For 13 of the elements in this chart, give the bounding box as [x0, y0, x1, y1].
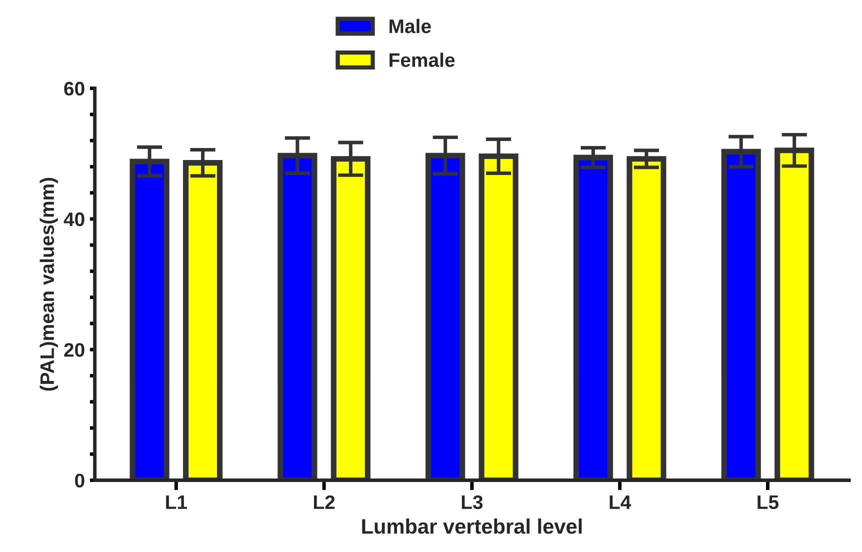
x-tick-label: L3	[462, 495, 483, 510]
y-tick-label: 20	[64, 343, 84, 357]
legend-label: Female	[390, 52, 455, 67]
x-tick-label: L4	[610, 496, 632, 509]
x-tick-label: L1	[166, 496, 187, 509]
y-tick-label: 40	[64, 212, 84, 226]
x-tick-label: L2	[314, 495, 335, 509]
legend-label: Male	[390, 18, 431, 34]
y-tick-label: 60	[64, 82, 84, 96]
x-axis-title: Lumbar vertebral level	[362, 518, 582, 534]
y-axis-title: (PAL)mean values(mm)	[40, 178, 58, 391]
x-tick-label: L5	[758, 496, 779, 510]
y-tick-label: 0	[75, 474, 84, 488]
